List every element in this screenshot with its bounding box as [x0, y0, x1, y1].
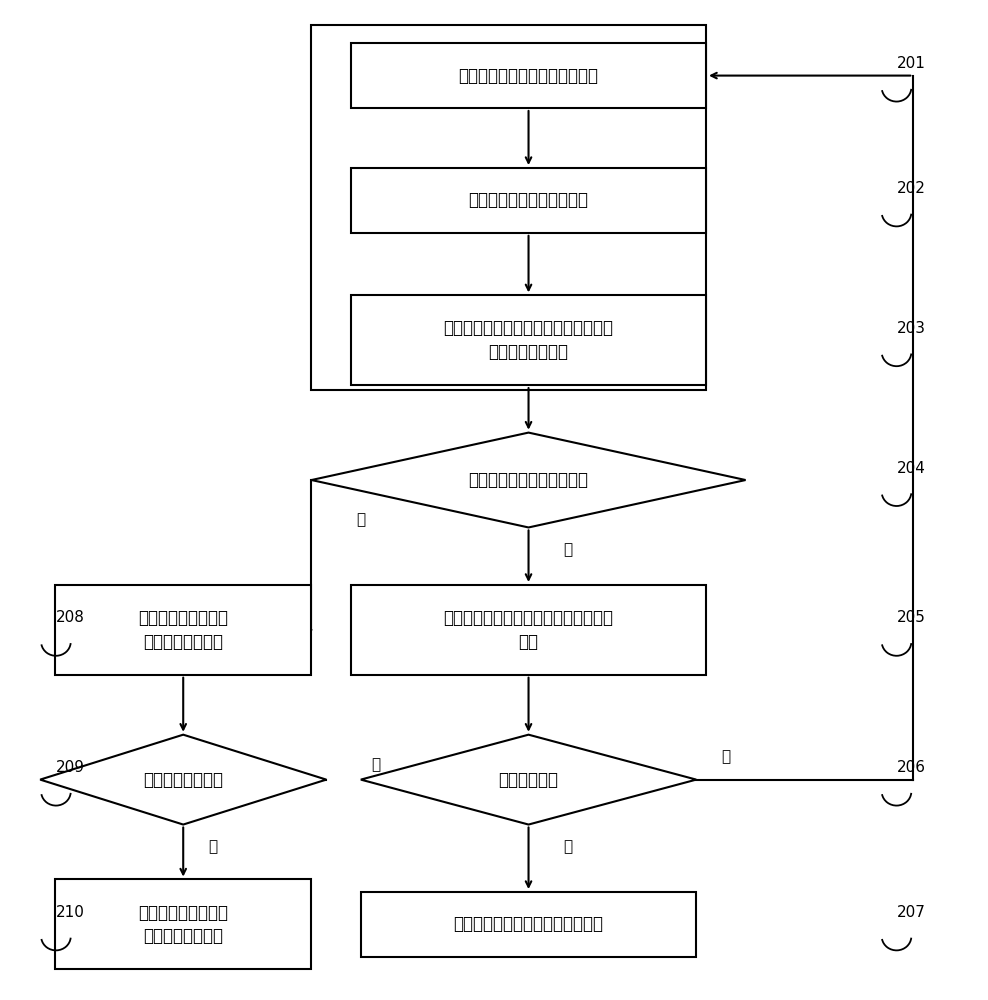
Text: 202: 202: [896, 181, 926, 196]
Polygon shape: [361, 735, 697, 825]
Bar: [351, 585, 706, 675]
Text: 203: 203: [896, 321, 926, 336]
Text: 210: 210: [56, 905, 85, 920]
Text: 驱动配送机器人返回相应的配送点: 驱动配送机器人返回相应的配送点: [453, 915, 604, 933]
Text: 209: 209: [56, 760, 85, 775]
Text: 是: 是: [563, 542, 573, 557]
Text: 207: 207: [896, 905, 926, 920]
Bar: [351, 43, 706, 108]
Text: 本地有匹配的语音认证口令: 本地有匹配的语音认证口令: [468, 471, 589, 489]
Bar: [55, 585, 311, 675]
Text: 否: 否: [371, 757, 380, 772]
Text: 201: 201: [896, 56, 926, 71]
Bar: [361, 892, 697, 957]
Bar: [351, 295, 706, 385]
Text: 否: 否: [563, 839, 573, 854]
Bar: [351, 168, 706, 233]
Text: 是: 是: [721, 749, 730, 764]
Polygon shape: [311, 433, 746, 527]
Text: 还有待送货物: 还有待送货物: [499, 771, 558, 789]
Text: 208: 208: [56, 610, 85, 625]
Polygon shape: [41, 735, 326, 825]
Text: 错误次数大于门限: 错误次数大于门限: [143, 771, 223, 789]
Text: 204: 204: [896, 461, 926, 476]
Text: 是: 是: [208, 839, 217, 854]
Text: 采集待收货用户的语音信息: 采集待收货用户的语音信息: [468, 191, 589, 209]
Text: 打开相应的货柜，以便待收货用户取出
货物: 打开相应的货柜，以便待收货用户取出 货物: [444, 609, 614, 651]
Text: 通过对语音信息进行识别，以获取待收
货用户的语音口令: 通过对语音信息进行识别，以获取待收 货用户的语音口令: [444, 319, 614, 361]
Bar: [311, 25, 706, 390]
Text: 提示待收货用户采用
备用方式进行认证: 提示待收货用户采用 备用方式进行认证: [138, 904, 228, 945]
Text: 206: 206: [896, 760, 926, 775]
Bar: [55, 879, 311, 969]
Text: 驱动配送机器人移动到指定位置: 驱动配送机器人移动到指定位置: [458, 67, 599, 85]
Text: 205: 205: [896, 610, 926, 625]
Text: 否: 否: [357, 512, 366, 527]
Text: 对待收货用户的认证
错误次数进行统计: 对待收货用户的认证 错误次数进行统计: [138, 609, 228, 651]
